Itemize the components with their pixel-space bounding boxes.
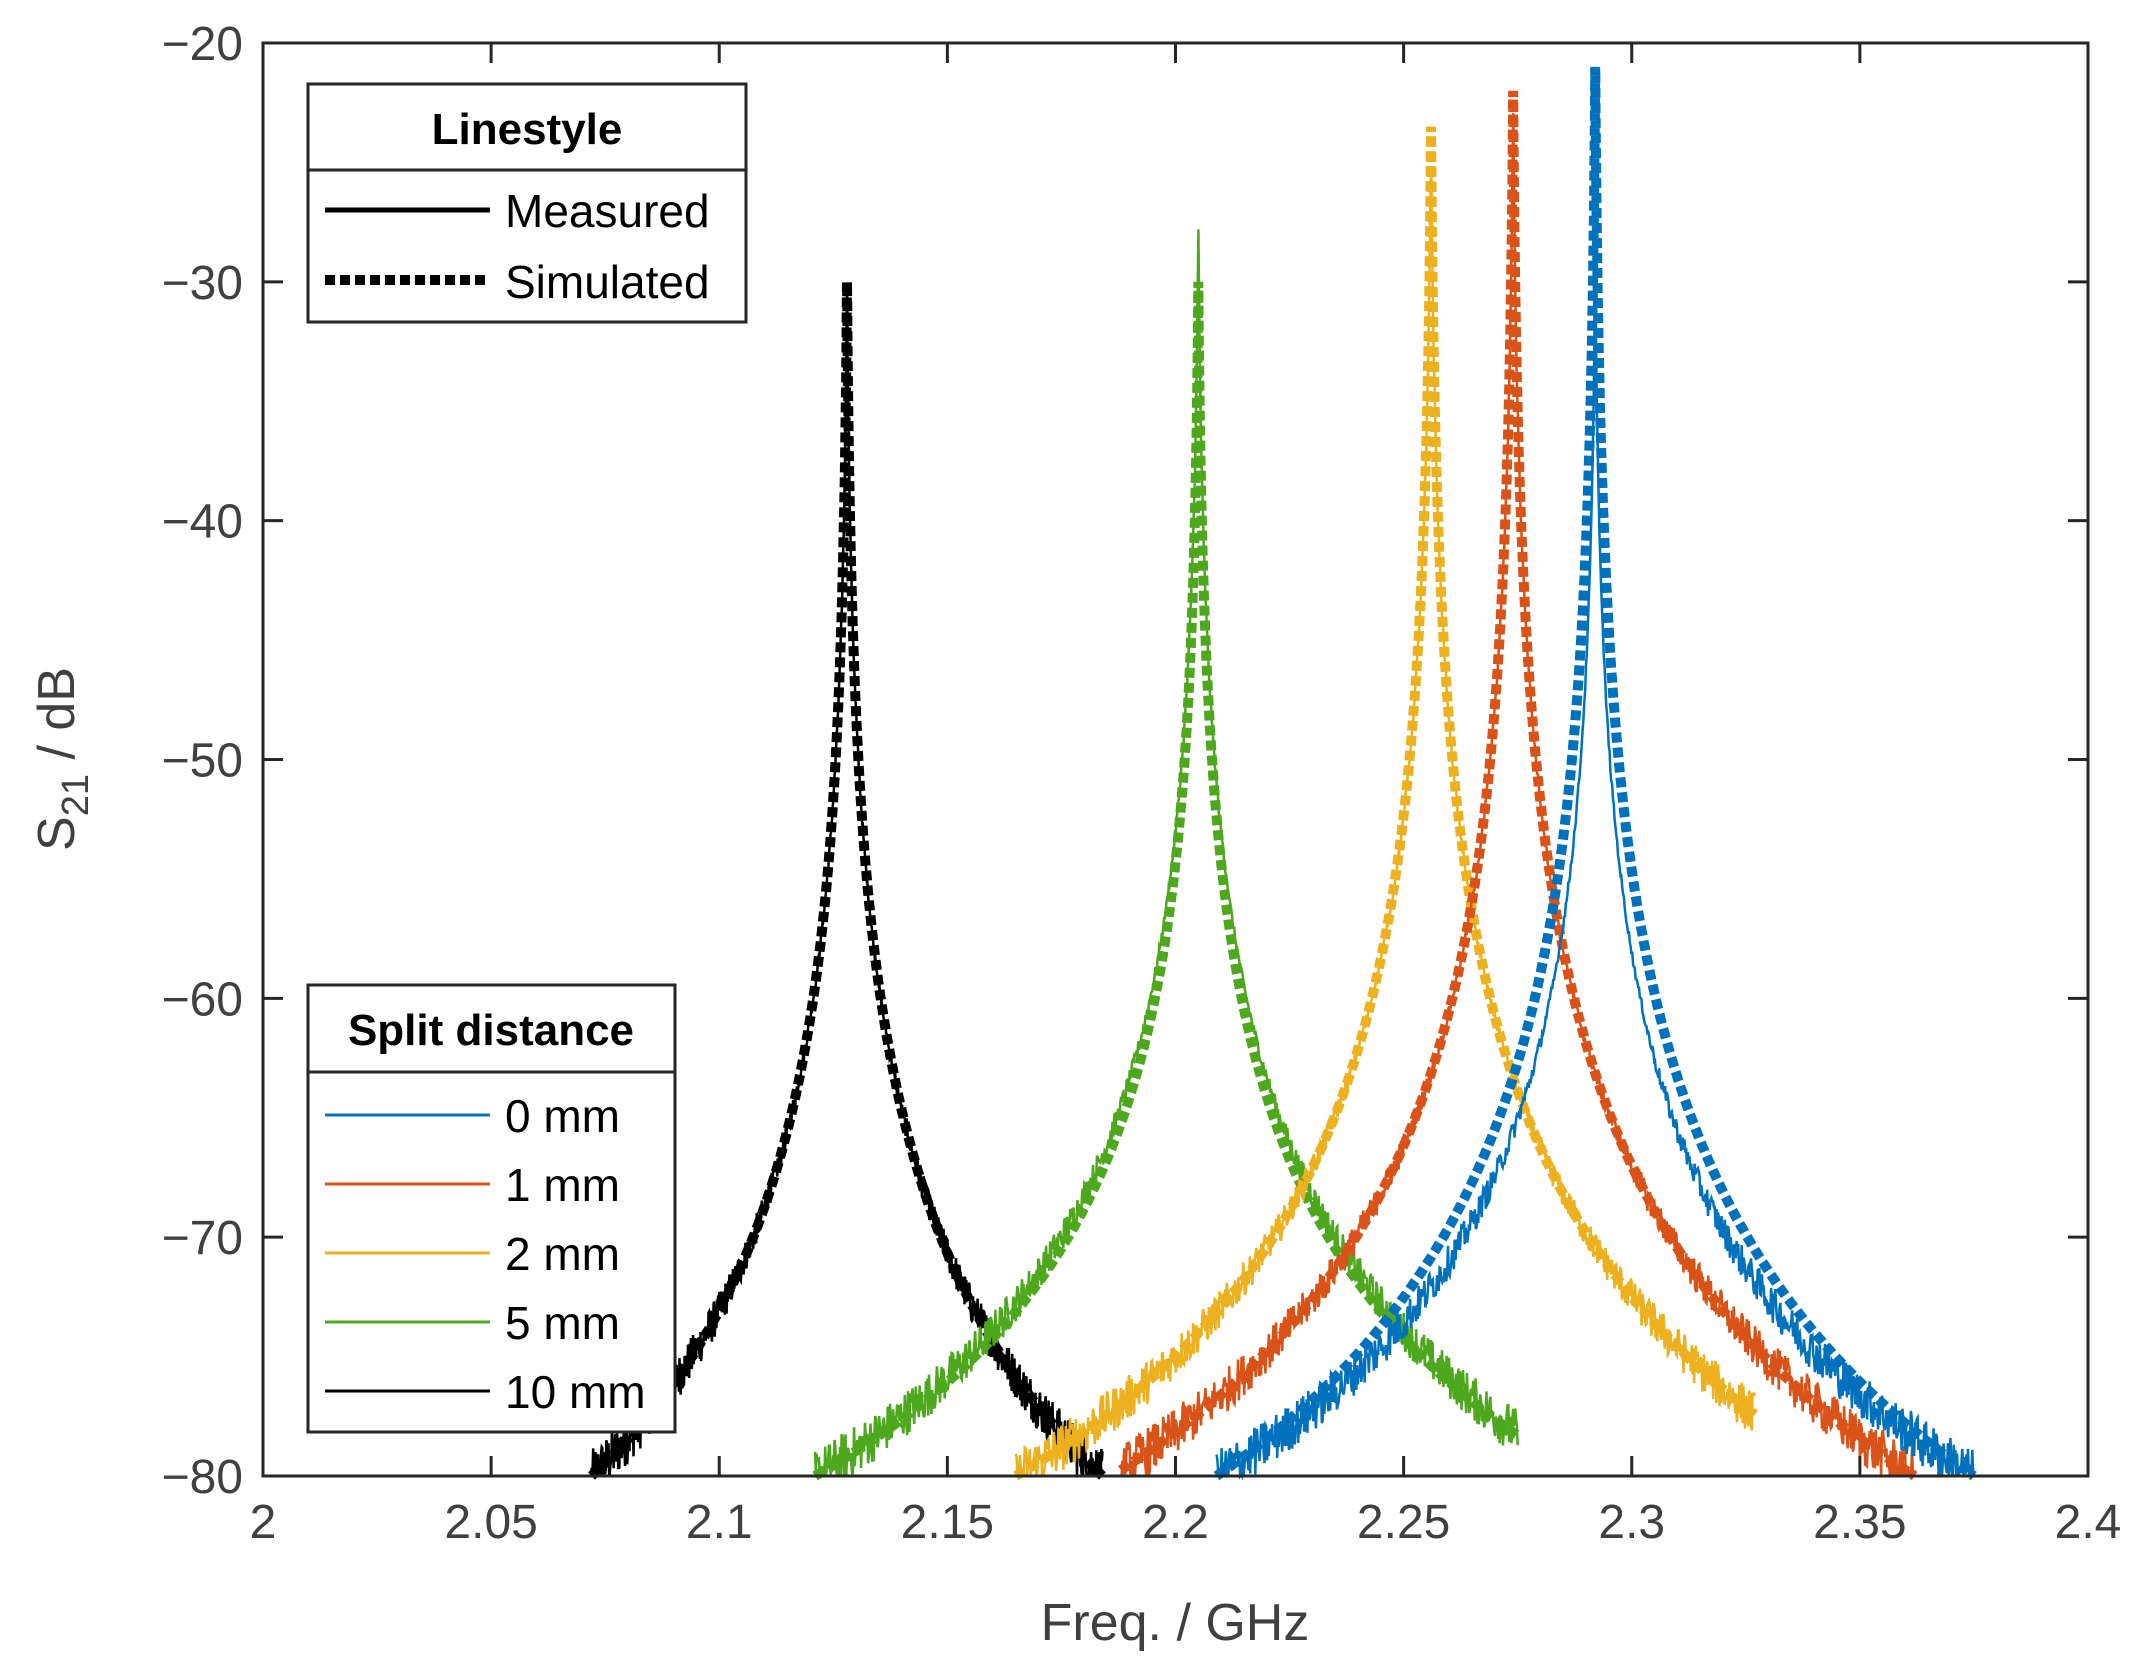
y-axis-title-unit: / dB bbox=[28, 667, 86, 774]
simulated-line-5-mm bbox=[812, 281, 1521, 1481]
x-tick-label: 2.35 bbox=[1813, 1496, 1906, 1549]
legend-label-2-mm: 2 mm bbox=[505, 1228, 620, 1280]
y-tick-label: −70 bbox=[162, 1212, 243, 1265]
x-axis-title: Freq. / GHz bbox=[1041, 1594, 1310, 1652]
simulated-line-1-mm bbox=[1118, 90, 1918, 1481]
split-legend-entries: 0 mm 1 mm 2 mm 5 mm 10 mm bbox=[325, 1090, 646, 1418]
split-legend-title: Split distance bbox=[348, 1006, 634, 1055]
y-tick-label: −20 bbox=[162, 18, 243, 71]
legend-label-simulated: Simulated bbox=[505, 256, 710, 308]
curves-layer bbox=[588, 66, 1977, 1481]
linestyle-legend-title: Linestyle bbox=[432, 105, 623, 154]
measured-line-5-mm bbox=[813, 229, 1519, 1477]
y-tick-label: −50 bbox=[162, 735, 243, 788]
x-tick-label: 2.1 bbox=[686, 1496, 753, 1549]
y-axis-title-main: S bbox=[28, 816, 86, 851]
measured-line-2-mm bbox=[1014, 174, 1757, 1478]
legend-label-measured: Measured bbox=[505, 185, 710, 237]
linestyle-legend-box bbox=[306, 82, 748, 324]
ticks-layer: 2 2.05 2.1 2.15 2.2 2.25 2.3 2.35 2.4 −80 −70 −60 −5… bbox=[162, 18, 2122, 1549]
y-tick-label: −60 bbox=[162, 973, 243, 1026]
simulated-line-0-mm bbox=[1213, 66, 1977, 1481]
split-distance-legend: Split distance 0 mm 1 mm 2 mm 5 mm 10 mm bbox=[306, 983, 677, 1434]
x-tick-label: 2.25 bbox=[1357, 1496, 1450, 1549]
split-legend-box bbox=[306, 983, 677, 1434]
simulated-line-10-mm bbox=[588, 281, 1106, 1480]
legend-label-5-mm: 5 mm bbox=[505, 1297, 620, 1349]
legend-label-0-mm: 0 mm bbox=[505, 1090, 620, 1142]
y-tick-label: −80 bbox=[162, 1451, 243, 1504]
x-tick-label: 2.4 bbox=[2055, 1496, 2122, 1549]
linestyle-legend: Linestyle Measured Simulated bbox=[306, 82, 748, 324]
y-tick-label: −30 bbox=[162, 257, 243, 310]
y-axis-title-sub: 21 bbox=[55, 774, 97, 816]
legend-label-1-mm: 1 mm bbox=[505, 1159, 620, 1211]
simulated-line-2-mm bbox=[1013, 126, 1758, 1481]
x-tick-label: 2 bbox=[250, 1496, 277, 1549]
y-tick-label: −40 bbox=[162, 496, 243, 549]
legend-label-10-mm: 10 mm bbox=[505, 1366, 646, 1418]
y-axis-title: S21 / dB bbox=[28, 667, 97, 851]
measured-line-0-mm bbox=[1215, 262, 1976, 1481]
x-tick-label: 2.05 bbox=[444, 1496, 537, 1549]
x-tick-label: 2.3 bbox=[1598, 1496, 1665, 1549]
x-tick-label: 2.2 bbox=[1142, 1496, 1209, 1549]
x-tick-label: 2.15 bbox=[901, 1496, 994, 1549]
